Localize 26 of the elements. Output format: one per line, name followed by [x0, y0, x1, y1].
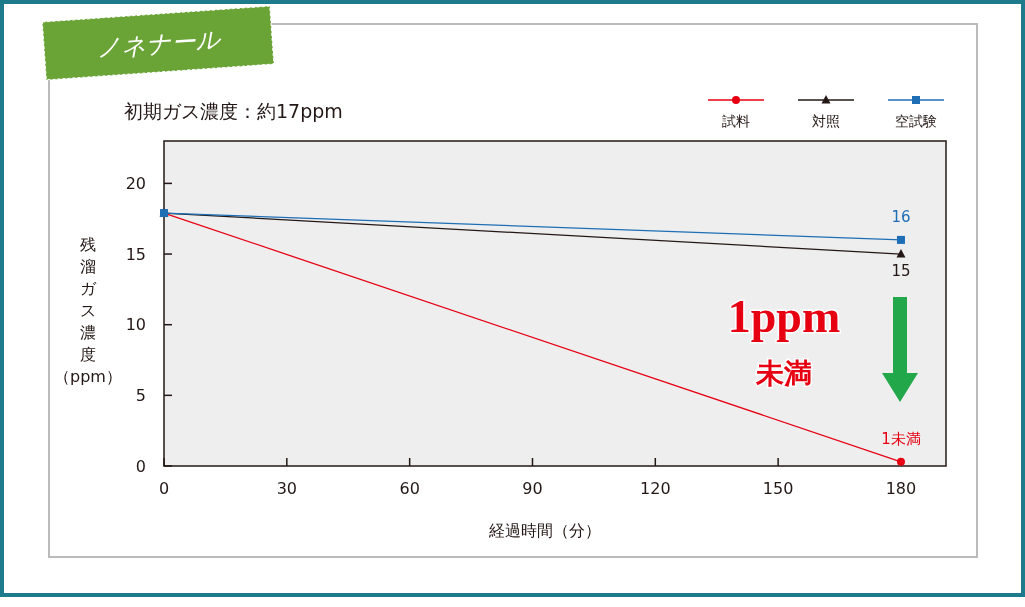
x-tick-label: 120: [640, 479, 671, 498]
y-tick-label: 15: [125, 244, 146, 264]
x-tick-label: 150: [762, 479, 794, 498]
y-tick-label: 20: [125, 173, 146, 193]
chart-subtitle: 初期ガス濃度：約17ppm: [124, 100, 343, 122]
x-tick-label: 180: [885, 479, 917, 498]
x-axis-title: 経過時間（分）: [488, 521, 601, 540]
data-label: 15: [891, 262, 911, 281]
annotation: 1未満: [881, 429, 921, 448]
legend-label: 試料: [722, 113, 750, 129]
y-tick-label: 0: [135, 456, 146, 476]
chart-title: ノネナール: [95, 25, 222, 63]
x-tick-label: 90: [522, 479, 543, 498]
legend-label: 空試験: [895, 113, 937, 129]
annotation: 1ppm: [727, 291, 841, 342]
x-tick-label: 0: [158, 479, 170, 498]
y-axis-title: 残溜ガス濃度（ppm）: [54, 235, 122, 386]
point: [896, 457, 905, 466]
y-tick-label: 5: [135, 385, 146, 405]
annotation: 未満: [755, 357, 812, 390]
y-tick-label: 10: [125, 315, 146, 335]
x-tick-label: 60: [399, 479, 420, 498]
x-tick-label: 30: [276, 479, 298, 498]
legend-label: 対照: [812, 113, 840, 129]
point: [896, 235, 905, 244]
data-label: 16: [891, 207, 911, 226]
